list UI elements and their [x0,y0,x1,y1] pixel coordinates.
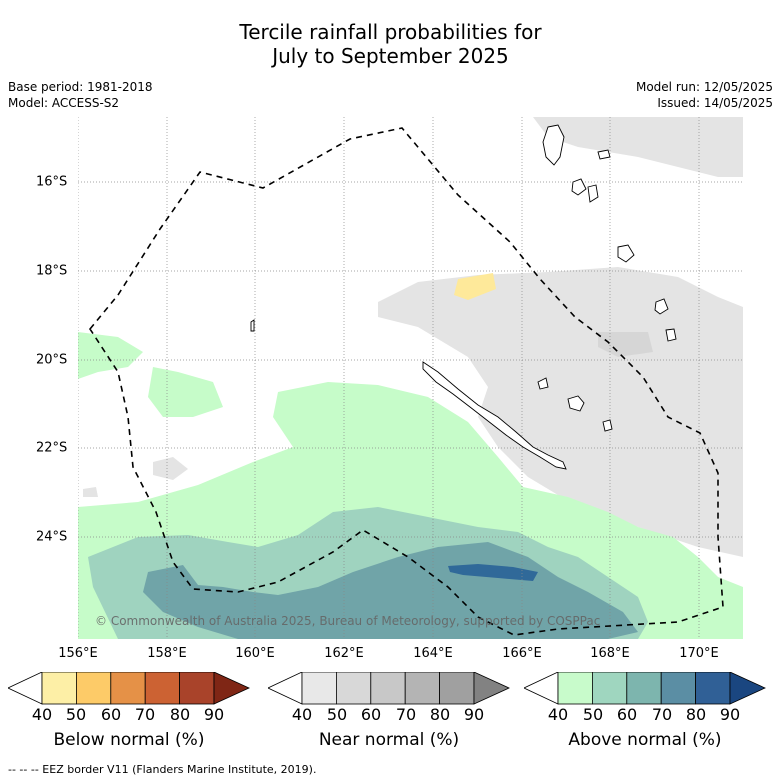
model-name: Model: ACCESS-S2 [8,96,120,110]
lon-label-170: 170°E [679,646,719,661]
below-cb-seg-1 [41,672,77,705]
forecast-map[interactable] [78,117,743,639]
below-normal-title: Below normal (%) [53,730,205,750]
above-normal-region-60 [143,542,638,639]
near-normal-title: Near normal (%) [318,730,460,750]
model-run: Model run: 12/05/2025 [635,80,773,94]
near-cb-seg-4 [404,672,440,705]
near-normal-patch-west [153,457,188,480]
below-tick-50: 50 [65,705,87,724]
lat-label-18: 18°S [36,263,68,279]
below-tick-70: 70 [134,705,156,724]
near-cb-seg-6 [473,672,510,705]
near-normal-patch-small [83,487,98,497]
near-normal-region-north [533,117,743,177]
eez-footnote: -- -- -- EEZ border V11 (Flanders Marine… [8,763,317,776]
above-normal-region-west [78,332,143,379]
lon-label-160: 160°E [235,646,275,661]
above-normal-region-mid [148,367,223,417]
above-normal-title: Above normal (%) [568,730,722,750]
below-cb-seg-5 [179,672,215,705]
near-normal-region-core [598,332,653,357]
base-period: Base period: 1981-2018 [8,80,153,94]
below-normal-patch [454,273,496,300]
below-cb-seg-2 [76,672,112,705]
copyright-notice: © Commonwealth of Australia 2025, Bureau… [95,614,601,628]
below-cb-seg-6 [213,672,250,705]
above-cb-seg-1 [557,672,593,705]
vanuatu-3 [587,184,599,203]
new-caledonia [422,361,567,470]
lat-label-22: 22°S [36,440,68,456]
loyalty-island-3 [602,419,613,432]
above-cb-seg-4 [660,672,696,705]
near-cb-seg-3 [370,672,406,705]
near-cb-seg-1 [301,672,337,705]
lon-label-162: 162°E [324,646,364,661]
near-cb-seg-2 [336,672,372,705]
above-cb-seg-6 [729,672,766,705]
vanuatu-4 [617,244,635,263]
lon-label-168: 168°E [590,646,630,661]
below-cb-seg-0 [8,672,43,705]
vanuatu-1 [542,124,565,166]
below-tick-40: 40 [31,705,53,724]
island-east-2 [665,328,677,342]
above-tick-60: 60 [616,705,638,724]
near-tick-50: 50 [326,705,348,724]
map-title-line2: July to September 2025 [272,44,509,68]
near-tick-60: 60 [360,705,382,724]
lon-label-156: 156°E [58,646,98,661]
above-cb-seg-0 [524,672,559,705]
below-normal-colorbar [8,672,250,705]
near-cb-seg-5 [439,672,475,705]
below-tick-60: 60 [100,705,122,724]
loyalty-island-2 [537,377,549,390]
loyalty-island-1 [567,395,585,412]
above-tick-50: 50 [582,705,604,724]
lat-label-20: 20°S [36,352,68,368]
above-tick-80: 80 [685,705,707,724]
graticule [78,117,743,639]
near-cb-seg-0 [268,672,303,705]
near-tick-70: 70 [395,705,417,724]
lon-label-166: 166°E [502,646,542,661]
lon-label-158: 158°E [147,646,187,661]
near-tick-90: 90 [463,705,485,724]
lat-label-24: 24°S [36,529,68,545]
map-title-line1: Tercile rainfall probabilities for [239,20,542,44]
island-east-1 [654,298,669,315]
below-cb-seg-3 [110,672,146,705]
above-tick-90: 90 [719,705,741,724]
lat-label-16: 16°S [36,174,68,190]
above-tick-70: 70 [651,705,673,724]
vanuatu-5 [597,149,611,160]
above-normal-region-80 [448,564,538,581]
near-normal-colorbar [268,672,510,705]
above-tick-40: 40 [547,705,569,724]
above-cb-seg-2 [592,672,628,705]
below-tick-90: 90 [203,705,225,724]
island-small-1 [250,319,255,332]
issued-date: Issued: 14/05/2025 [657,96,773,110]
near-normal-region-east [378,267,743,557]
vanuatu-2 [571,178,587,196]
above-cb-seg-3 [626,672,662,705]
islands [250,124,677,470]
above-normal-colorbar [524,672,766,705]
near-tick-80: 80 [429,705,451,724]
below-tick-80: 80 [169,705,191,724]
below-cb-seg-4 [144,672,180,705]
near-tick-40: 40 [291,705,313,724]
above-cb-seg-5 [695,672,731,705]
lon-label-164: 164°E [413,646,453,661]
